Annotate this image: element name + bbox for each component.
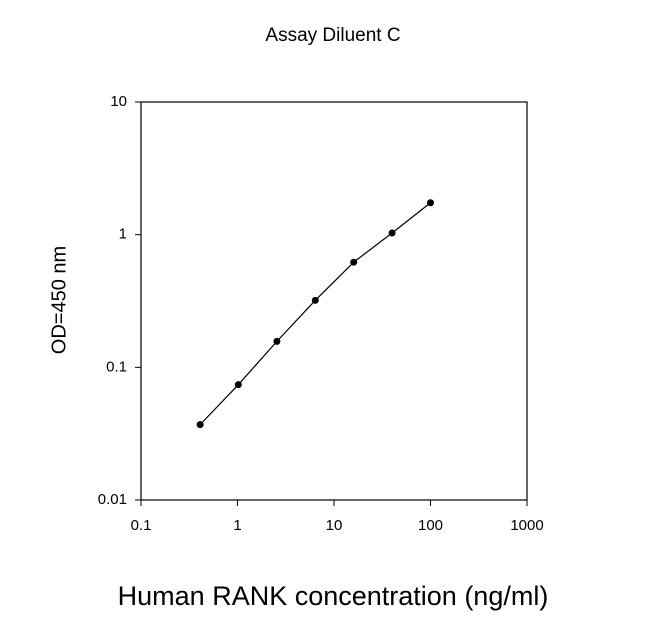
data-point xyxy=(273,337,281,345)
plot-frame xyxy=(140,101,528,501)
chart-title: Assay Diluent C xyxy=(265,25,400,46)
x-tick-label: 10 xyxy=(326,517,343,534)
x-tick-label: 0.1 xyxy=(131,517,152,534)
data-point xyxy=(234,381,242,389)
y-tick-label: 0.01 xyxy=(98,491,127,508)
y-tick-label: 10 xyxy=(110,93,127,110)
y-tick-label: 0.1 xyxy=(106,358,127,375)
y-tick-label: 1 xyxy=(119,226,127,243)
y-axis-label: OD=450 nm xyxy=(48,246,70,354)
series-line xyxy=(199,202,431,426)
data-point xyxy=(311,296,319,304)
x-tick-label: 100 xyxy=(418,517,443,534)
x-tick-label: 1000 xyxy=(510,517,543,534)
data-point xyxy=(350,258,358,266)
data-point xyxy=(427,199,434,207)
x-axis-label: Human RANK concentration (ng/ml) xyxy=(118,581,549,611)
data-point xyxy=(388,229,396,237)
data-point xyxy=(196,421,204,429)
x-tick-label: 1 xyxy=(233,517,241,534)
